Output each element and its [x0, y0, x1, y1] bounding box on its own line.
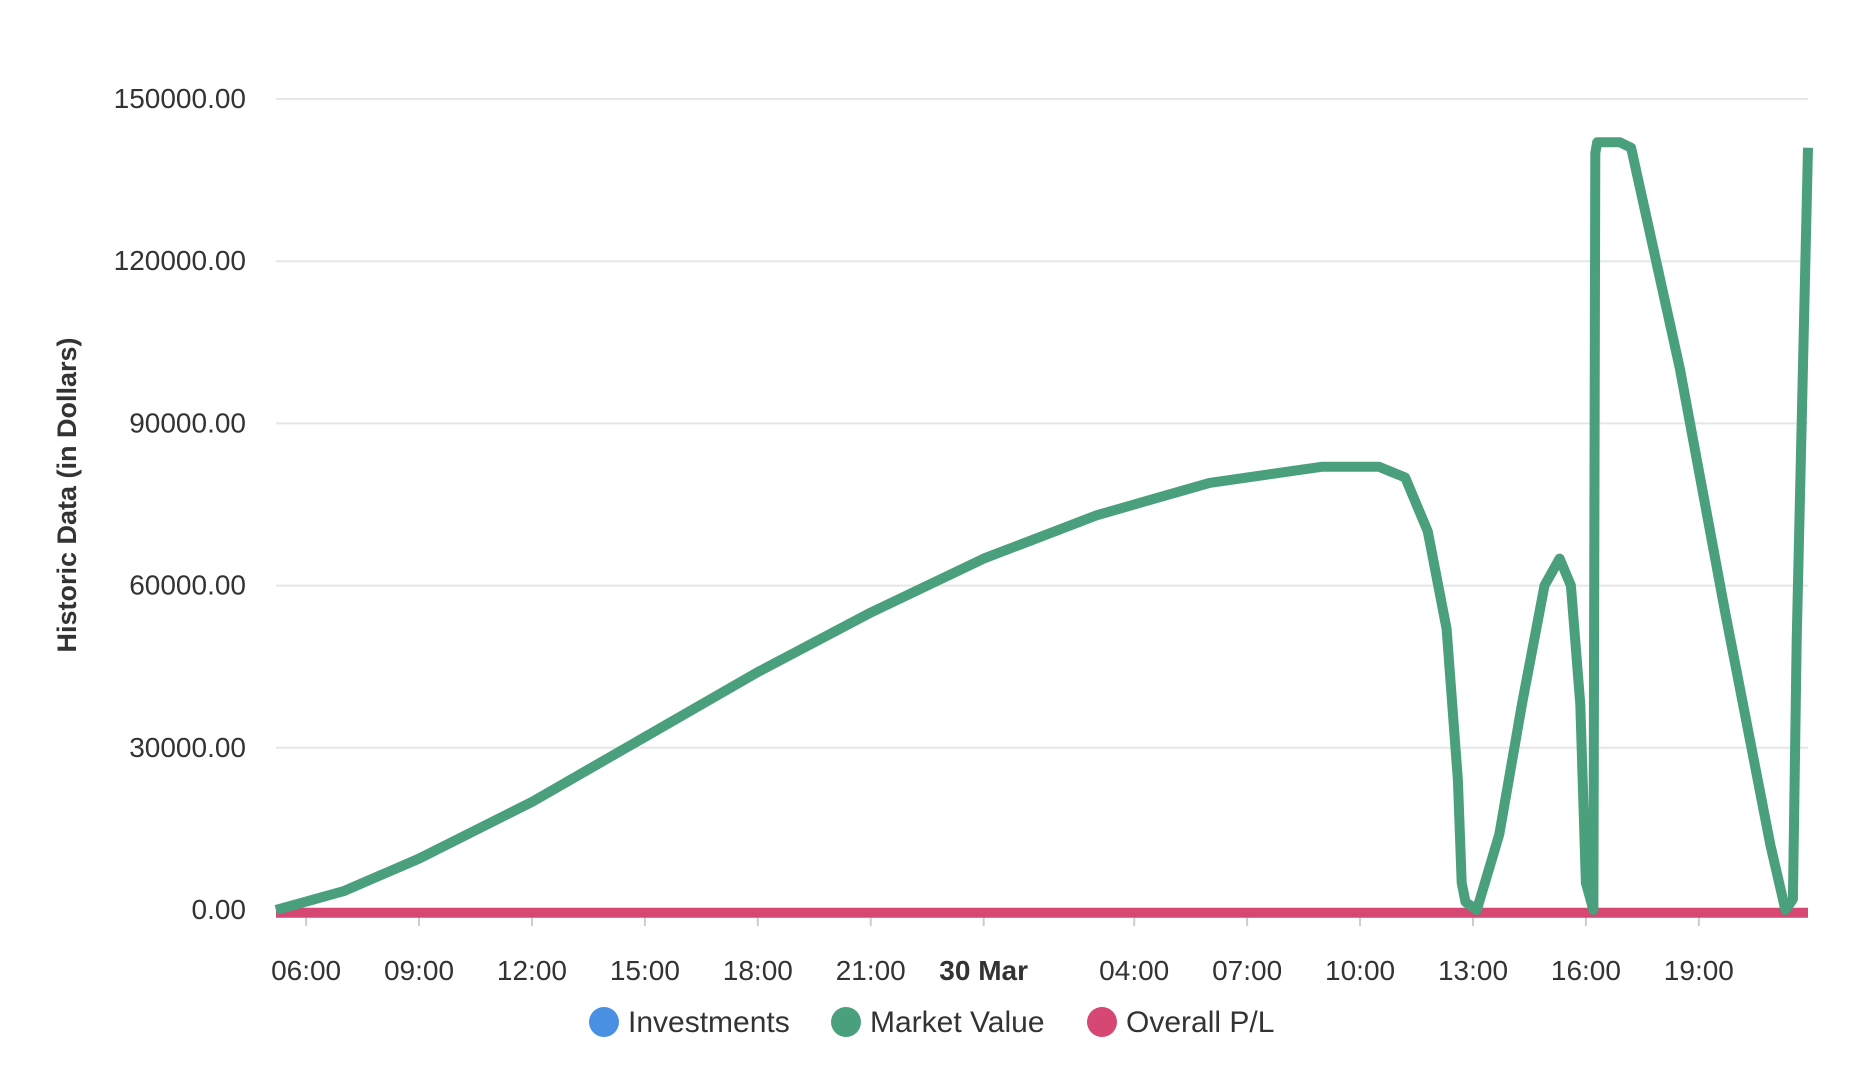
x-axis: 06:00 09:00 12:00 15:00 18:00 21:00 30 Mar 04:0… [271, 911, 1808, 986]
x-tick-label: 21:00 [836, 955, 906, 986]
x-tick-label: 07:00 [1212, 955, 1282, 986]
legend: Investments Market Value Overall P/L [589, 1006, 1274, 1039]
legend-label: Overall P/L [1126, 1006, 1274, 1039]
x-tick-label: 10:00 [1325, 955, 1395, 986]
legend-item-overall-p-l[interactable]: Overall P/L [1087, 1006, 1274, 1039]
legend-marker [589, 1007, 619, 1037]
y-tick-label: 150000.00 [114, 83, 246, 114]
y-tick-label: 60000.00 [129, 570, 246, 601]
series-line-market-value [274, 137, 1813, 915]
legend-item-market-value[interactable]: Market Value [831, 1006, 1045, 1039]
y-tick-label: 120000.00 [114, 245, 246, 276]
x-tick-label: 19:00 [1664, 955, 1734, 986]
y-axis-title: Historic Data (in Dollars) [52, 337, 82, 652]
x-tick-label: 04:00 [1099, 955, 1169, 986]
y-axis-tick-labels: 0.00 30000.00 60000.00 90000.00 120000.00 150… [114, 83, 246, 925]
x-tick-label: 06:00 [271, 955, 341, 986]
y-tick-label: 30000.00 [129, 732, 246, 763]
legend-label: Investments [628, 1006, 790, 1039]
x-tick-label: 15:00 [610, 955, 680, 986]
legend-marker [1087, 1007, 1117, 1037]
legend-label: Market Value [870, 1006, 1045, 1039]
legend-marker [831, 1007, 861, 1037]
legend-item-investments[interactable]: Investments [589, 1006, 790, 1039]
series-lines [274, 137, 1813, 918]
y-tick-label: 90000.00 [129, 407, 246, 438]
x-tick-label: 30 Mar [939, 955, 1028, 986]
x-tick-label: 18:00 [723, 955, 793, 986]
x-tick-label: 09:00 [384, 955, 454, 986]
x-tick-label: 12:00 [497, 955, 567, 986]
x-tick-label: 13:00 [1438, 955, 1508, 986]
y-tick-label: 0.00 [192, 894, 247, 925]
x-tick-label: 16:00 [1551, 955, 1621, 986]
